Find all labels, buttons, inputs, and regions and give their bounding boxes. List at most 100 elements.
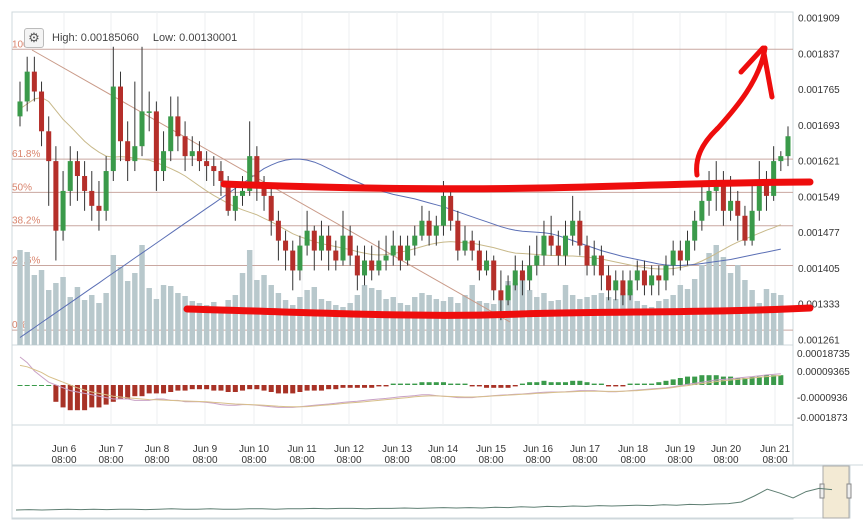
macd-panel: 0.00018735 0.00009365 -0.0000936 -0.0001873 [17, 349, 850, 424]
x-tick-time: 08:00 [336, 455, 361, 466]
volume-bar [153, 299, 160, 345]
candle-down [182, 136, 188, 157]
macd-histogram-bar [347, 385, 353, 388]
x-tick-day: Jun 9 [193, 444, 218, 455]
macd-histogram-bar [304, 385, 310, 391]
volume-bar [325, 301, 332, 345]
volume-bar [318, 299, 325, 345]
candle-down [620, 280, 626, 296]
macd-histogram-bar [268, 385, 274, 392]
volume-bar [770, 293, 777, 345]
macd-histogram-bar [763, 375, 769, 385]
candle-down [326, 235, 332, 251]
ma-slow-line [19, 158, 781, 338]
macd-histogram-bar [132, 385, 138, 397]
macd-histogram-bar [390, 383, 396, 385]
macd-histogram-bar [649, 383, 655, 385]
candle-down [53, 161, 59, 231]
volume-bar [548, 301, 554, 345]
macd-histogram-bar [433, 382, 439, 385]
candle-up [527, 265, 533, 281]
volume-bar [390, 297, 396, 345]
volume-bar [211, 302, 217, 345]
candle-up [405, 245, 411, 261]
candle-up [505, 285, 511, 301]
support-line [183, 304, 814, 319]
volume-bar [498, 300, 504, 345]
candle-up [433, 225, 439, 236]
x-tick-day: Jun 12 [334, 444, 364, 455]
macd-histogram-bar [175, 385, 181, 391]
macd-histogram-bar [354, 385, 360, 388]
candle-down [476, 250, 482, 271]
volume-bar [110, 255, 117, 345]
x-tick-time: 08:00 [478, 455, 503, 466]
macd-histogram-bar [297, 385, 303, 392]
candle-up [168, 116, 174, 152]
gear-icon[interactable]: ⚙ [24, 28, 44, 48]
volume-bar [577, 299, 583, 345]
macd-histogram-bar [699, 375, 705, 385]
candle-up [247, 156, 253, 191]
candle-down [606, 275, 612, 291]
low-label: Low: 0.00130001 [152, 32, 238, 44]
x-tick-day: Jun 13 [382, 444, 412, 455]
macd-histogram-bar [218, 385, 224, 391]
volume-bar [225, 300, 231, 345]
macd-histogram-bar [728, 376, 734, 385]
candle-down [125, 141, 131, 162]
macd-histogram-bar [541, 380, 547, 385]
y-tick-label: 0.001549 [798, 192, 840, 203]
x-tick-time: 08:00 [241, 455, 266, 466]
x-tick-day: Jun 15 [476, 444, 506, 455]
candle-down [598, 255, 604, 276]
candle-up [412, 235, 418, 246]
macd-histogram-bar [534, 382, 540, 385]
candle-up [189, 151, 195, 157]
macd-histogram-bar [254, 385, 260, 390]
macd-histogram-bar [74, 385, 80, 411]
chart-header: ⚙ High: 0.00185060 Low: 0.00130001 [24, 28, 251, 48]
candle-up [685, 240, 691, 261]
volume-bar [218, 307, 224, 345]
navigator-handle-left [819, 483, 825, 499]
macd-histogram-bar [462, 383, 468, 385]
macd-histogram-bar [555, 382, 561, 385]
volume-bar [519, 275, 526, 345]
volume-bar [139, 245, 145, 345]
macd-histogram-bar [60, 385, 66, 408]
macd-histogram-bar [606, 385, 612, 387]
volume-bar [656, 301, 662, 345]
macd-histogram-bar [677, 378, 683, 385]
macd-histogram-bar [397, 383, 403, 385]
candle-down [117, 86, 123, 142]
volume-bar [89, 295, 95, 345]
resistance-line [220, 178, 814, 193]
candle-down [39, 91, 45, 132]
macd-histogram-bar [239, 385, 246, 391]
x-tick-time: 08:00 [762, 455, 787, 466]
macd-histogram-bar [692, 376, 698, 385]
candle-up [390, 245, 396, 256]
candle-up [17, 101, 23, 117]
volume-bar [720, 257, 727, 345]
candle-down [448, 195, 454, 221]
volume-bar [613, 299, 619, 345]
candle-down [555, 245, 561, 256]
volume-bar [778, 295, 784, 345]
candle-up [139, 111, 145, 147]
candle-up [749, 210, 755, 241]
volume-bar [203, 305, 210, 345]
candle-up [778, 156, 784, 162]
navigator-line [15, 487, 833, 511]
macd-histogram-bar [182, 385, 188, 391]
navigator-panel [11, 465, 852, 519]
macd-histogram-bar [275, 385, 281, 394]
volume-bar [404, 305, 411, 345]
x-tick-time: 08:00 [572, 455, 597, 466]
volume-bar [605, 297, 612, 345]
volume-bar [756, 303, 763, 345]
macd-histogram-bar [139, 385, 145, 397]
volume-bar [412, 297, 418, 345]
candle-up [297, 245, 303, 271]
